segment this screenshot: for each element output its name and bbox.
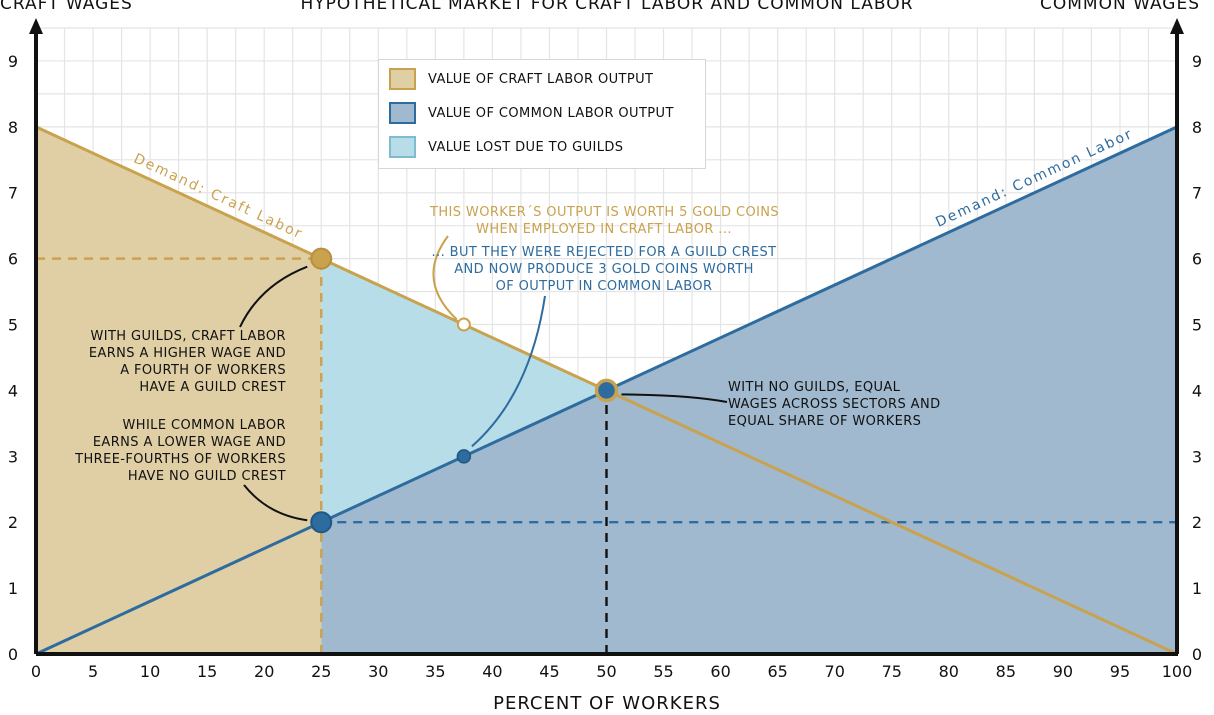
y-tick-label-left: 0	[8, 645, 18, 664]
legend-label-common: Value of Common Labor Output	[428, 105, 674, 121]
y-axis-left-title: Craft Wages	[0, 0, 133, 14]
annotation-line: earns a lower wage and	[92, 435, 286, 450]
x-tick-label: 70	[825, 662, 845, 681]
point-craft-wage	[310, 247, 333, 270]
leader-craft-with-guilds	[239, 265, 308, 328]
annotation-line: three-fourths of workers	[75, 452, 286, 467]
x-tick-label: 55	[653, 662, 673, 681]
annotation-no-guilds: With no guilds, equal wages across secto…	[728, 379, 988, 430]
x-tick-label: 15	[197, 662, 217, 681]
annotation-leaders	[239, 235, 728, 522]
legend-item-lost: Value Lost due to Guilds	[389, 134, 623, 160]
legend-swatch-common	[389, 102, 416, 124]
annotation-line: of output in common labor	[495, 279, 713, 294]
annotation-line: This worker´s output is worth 5 gold coi…	[430, 205, 780, 220]
chart-title: Hypothetical Market for Craft Labor and …	[300, 0, 914, 14]
annotation-line: While common labor	[122, 418, 286, 433]
y-tick-label-right: 0	[1192, 645, 1202, 664]
x-tick-label: 80	[939, 662, 959, 681]
y-tick-label-left: 2	[8, 513, 18, 532]
legend: Value of Craft Labor Output Value of Com…	[378, 59, 706, 169]
annotation-line: have a guild crest	[139, 380, 286, 395]
legend-item-craft: Value of Craft Labor Output	[389, 66, 653, 92]
annotation-line: a fourth of workers	[120, 363, 286, 378]
annotation-line: and now produce 3 gold coins worth	[454, 262, 754, 277]
x-tick-label: 30	[368, 662, 388, 681]
x-tick-label: 100	[1162, 662, 1193, 681]
y-tick-label-left: 6	[8, 250, 18, 269]
y-axis-left-arrow-icon	[29, 18, 43, 34]
annotation-line: equal share of workers	[728, 414, 922, 429]
y-tick-label-left: 7	[8, 184, 18, 203]
y-tick-label-left: 8	[8, 118, 18, 137]
x-tick-label: 75	[882, 662, 902, 681]
y-tick-label-right: 9	[1192, 52, 1202, 71]
y-tick-label-right: 7	[1192, 184, 1202, 203]
y-tick-label-right: 5	[1192, 316, 1202, 335]
y-tick-label-left: 9	[8, 52, 18, 71]
legend-label-craft: Value of Craft Labor Output	[428, 71, 654, 87]
leader-no-guilds	[621, 393, 728, 403]
y-tick-label-right: 2	[1192, 513, 1202, 532]
annotation-line: earns a higher wage and	[88, 346, 286, 361]
area-value-lost	[321, 258, 607, 523]
legend-swatch-lost	[389, 136, 416, 158]
y-tick-label-right: 1	[1192, 579, 1202, 598]
y-tick-label-right: 4	[1192, 381, 1202, 400]
y-axis-right-arrow-icon	[1170, 18, 1184, 34]
x-tick-label: 90	[1053, 662, 1073, 681]
x-tick-label: 20	[254, 662, 274, 681]
x-tick-label: 0	[31, 662, 41, 681]
tick-labels: 0 5 10 15 20 25 30 35 40 45 50 55 60 65 70 75 80 85 90 95 10…	[8, 52, 1202, 681]
x-tick-label: 25	[311, 662, 331, 681]
annotation-gold-worker: This worker´s output is worth 5 gold coi…	[430, 204, 780, 238]
x-tick-label: 40	[482, 662, 502, 681]
legend-item-common: Value of Common Labor Output	[389, 100, 674, 126]
y-tick-label-left: 3	[8, 447, 18, 466]
x-tick-label: 5	[88, 662, 98, 681]
y-tick-label-right: 6	[1192, 250, 1202, 269]
legend-swatch-craft	[389, 68, 416, 90]
annotation-craft-with-guilds: With guilds, craft labor earns a higher …	[60, 328, 286, 396]
leader-common-with-guilds	[243, 484, 308, 522]
y-axis-right-title: Common Wages	[1039, 0, 1200, 14]
y-tick-label-right: 3	[1192, 447, 1202, 466]
point-worker-craft-value	[456, 317, 471, 332]
x-tick-label: 65	[767, 662, 787, 681]
x-tick-label: 50	[596, 662, 616, 681]
x-tick-label: 85	[996, 662, 1016, 681]
annotation-common-with-guilds: While common labor earns a lower wage an…	[60, 417, 286, 485]
annotation-line: With guilds, craft labor	[90, 329, 286, 344]
annotation-line: With no guilds, equal	[728, 380, 901, 395]
annotation-line: ... but they were rejected for a guild c…	[431, 245, 777, 260]
point-equilibrium	[594, 378, 619, 403]
annotation-rejected-worker: ... but they were rejected for a guild c…	[430, 244, 778, 295]
y-tick-label-left: 5	[8, 316, 18, 335]
annotation-line: when employed in craft labor ...	[476, 222, 732, 237]
x-axis-title: Percent of Workers	[493, 693, 721, 714]
y-tick-label-left: 1	[8, 579, 18, 598]
legend-label-lost: Value Lost due to Guilds	[428, 139, 624, 155]
highlight-points	[310, 247, 619, 534]
point-common-wage	[310, 511, 333, 534]
leader-gold-worker	[432, 235, 458, 321]
annotation-line: have no guild crest	[127, 469, 286, 484]
x-tick-label: 10	[140, 662, 160, 681]
x-tick-label: 45	[539, 662, 559, 681]
annotation-line: wages across sectors and	[728, 397, 941, 412]
x-tick-label: 60	[710, 662, 730, 681]
x-tick-label: 95	[1110, 662, 1130, 681]
leader-rejected-worker	[471, 295, 546, 448]
axes	[29, 18, 1184, 656]
x-tick-label: 35	[425, 662, 445, 681]
reference-lines	[36, 257, 1177, 654]
y-tick-label-right: 8	[1192, 118, 1202, 137]
point-worker-common-value	[456, 449, 472, 464]
y-tick-label-left: 4	[8, 381, 18, 400]
